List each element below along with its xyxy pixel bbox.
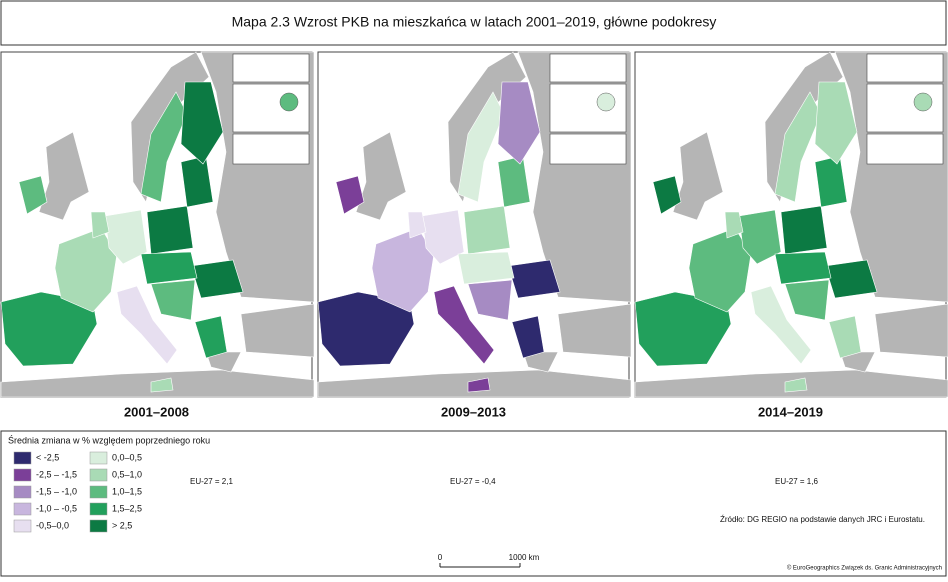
eu-average: EU-27 = 2,1 <box>190 477 233 486</box>
non-eu-land <box>355 131 407 221</box>
region <box>634 291 732 367</box>
inset-box <box>549 133 627 165</box>
inset-region <box>279 92 299 112</box>
non-eu-land <box>839 351 876 373</box>
region <box>194 315 228 359</box>
copyright: © EuroGeographics Związek ds. Granic Adm… <box>787 565 942 572</box>
region <box>433 285 495 365</box>
legend-label: > 2,5 <box>112 520 132 530</box>
legend-label: -1,5 – -1,0 <box>36 486 77 496</box>
non-eu-land <box>874 303 948 358</box>
inset-box <box>866 83 944 133</box>
region <box>407 211 427 239</box>
region <box>497 81 541 165</box>
legend-label: < -2,5 <box>36 452 59 462</box>
inset-box <box>232 133 310 165</box>
inset-box <box>232 53 310 83</box>
region <box>780 205 828 255</box>
region <box>467 279 513 321</box>
legend-label: 0,0–0,5 <box>112 452 142 462</box>
non-eu-land <box>522 351 559 373</box>
legend-label: 1,5–2,5 <box>112 503 142 513</box>
region <box>824 259 878 299</box>
non-eu-land <box>557 303 632 358</box>
non-eu-land <box>205 351 242 373</box>
region <box>146 205 194 255</box>
legend-label: -1,0 – -0,5 <box>36 503 77 513</box>
inset-box <box>232 83 310 133</box>
region <box>90 211 110 239</box>
source: Źródło: DG REGIO na podstawie danych JRC… <box>720 515 925 524</box>
scale-start: 0 <box>438 553 443 562</box>
inset-region <box>913 92 933 112</box>
region <box>750 285 812 365</box>
inset-box <box>549 53 627 83</box>
panel-label: 2001–2008 <box>124 404 189 419</box>
map-panel <box>317 51 632 398</box>
region <box>738 209 782 265</box>
region <box>724 211 744 239</box>
map-panel <box>0 51 315 398</box>
region <box>421 209 465 265</box>
region <box>467 377 491 393</box>
legend-swatch <box>13 502 32 516</box>
title: Mapa 2.3 Wzrost PKB na mieszkańca w lata… <box>232 14 717 30</box>
inset-region <box>596 92 616 112</box>
legend-swatch <box>89 485 108 499</box>
region <box>511 315 545 359</box>
legend-box <box>0 430 947 577</box>
legend-swatch <box>13 485 32 499</box>
region <box>0 291 98 367</box>
inset-box <box>549 83 627 133</box>
legend-swatch <box>89 468 108 482</box>
region <box>463 205 511 255</box>
region <box>652 175 682 215</box>
region <box>104 209 148 265</box>
region <box>784 279 830 321</box>
region <box>457 251 515 285</box>
eu-average: EU-27 = 1,6 <box>775 477 818 486</box>
region <box>140 251 198 285</box>
map-panel <box>634 51 948 398</box>
legend-swatch <box>13 468 32 482</box>
region <box>335 175 365 215</box>
legend-label: -2,5 – -1,5 <box>36 469 77 479</box>
non-eu-land <box>38 131 90 221</box>
title-box <box>0 0 947 46</box>
region <box>784 377 808 393</box>
inset-box <box>866 133 944 165</box>
region <box>814 81 858 165</box>
scale-end: 1000 km <box>509 553 540 562</box>
region <box>150 279 196 321</box>
legend-swatch <box>13 519 32 533</box>
region <box>116 285 178 365</box>
region <box>190 259 244 299</box>
non-eu-land <box>240 303 315 358</box>
legend-swatch <box>13 451 32 465</box>
region <box>150 377 174 393</box>
region <box>317 291 415 367</box>
non-eu-land <box>672 131 724 221</box>
legend-swatch <box>89 451 108 465</box>
panel-label: 2014–2019 <box>758 404 823 419</box>
region <box>180 81 224 165</box>
region <box>18 175 48 215</box>
legend-title: Średnia zmiana w % względem poprzedniego… <box>8 434 210 445</box>
legend-swatch <box>89 502 108 516</box>
legend-swatch <box>89 519 108 533</box>
region <box>507 259 561 299</box>
eu-average: EU-27 = -0,4 <box>450 477 496 486</box>
region <box>828 315 862 359</box>
legend-label: -0,5–0,0 <box>36 520 69 530</box>
region <box>774 251 832 285</box>
legend-label: 1,0–1,5 <box>112 486 142 496</box>
inset-box <box>866 53 944 83</box>
panel-label: 2009–2013 <box>441 404 506 419</box>
legend-label: 0,5–1,0 <box>112 469 142 479</box>
